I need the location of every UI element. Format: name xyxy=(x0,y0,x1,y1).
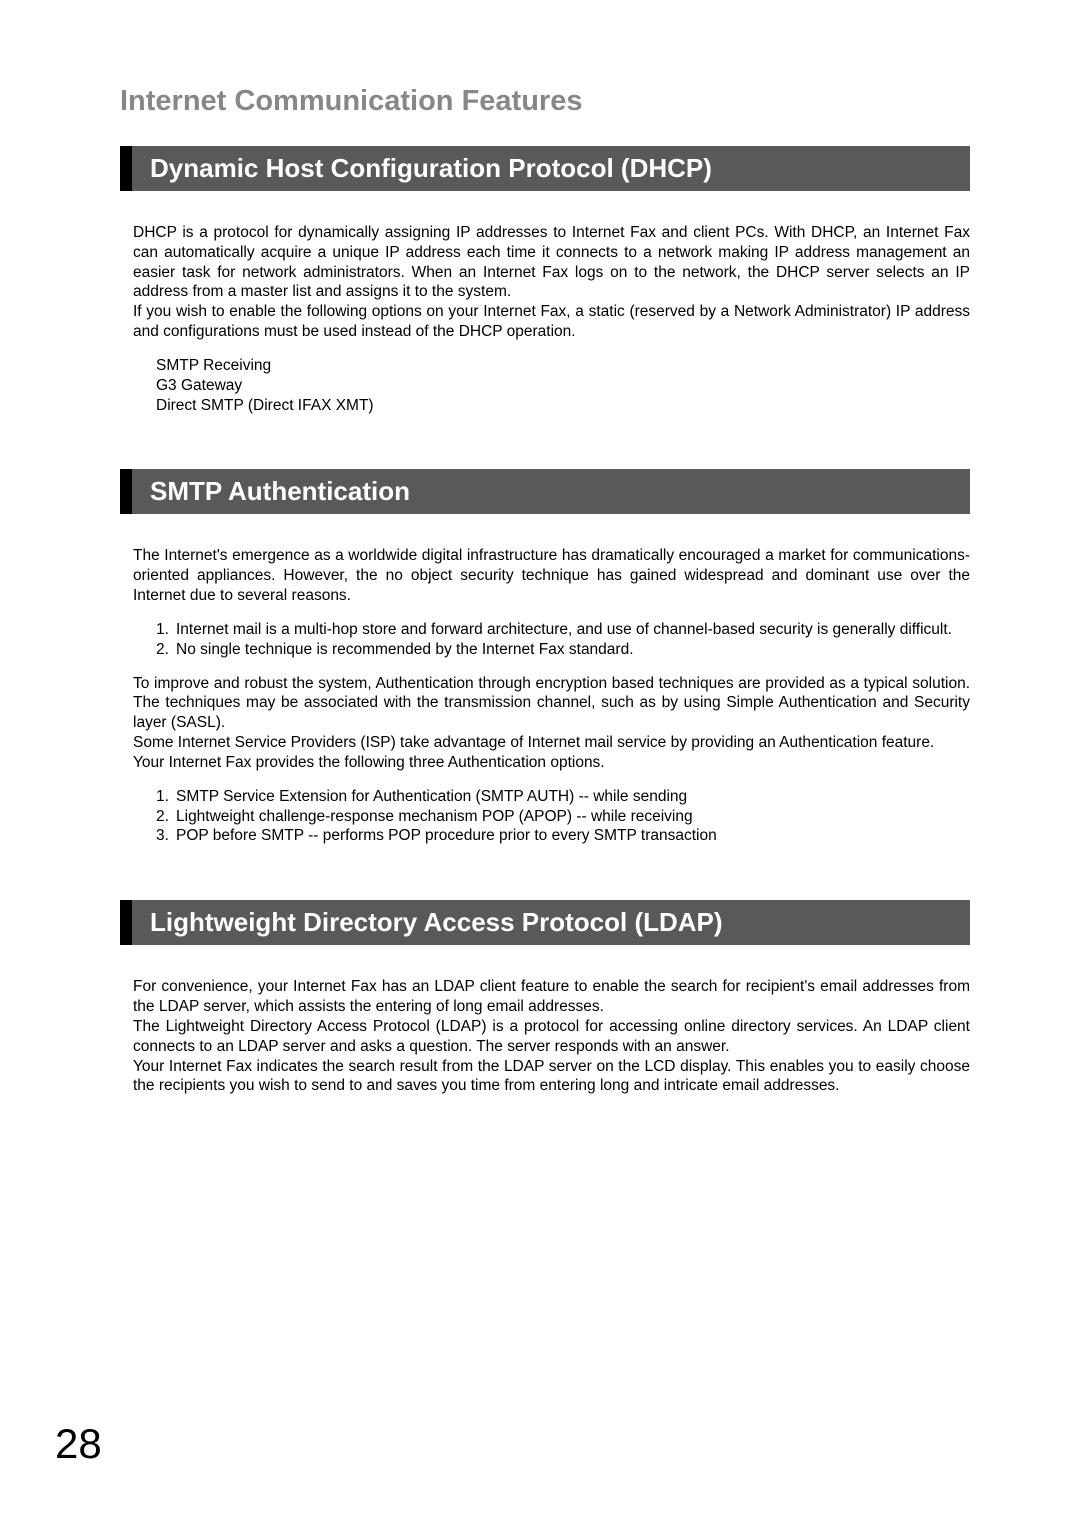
list-item: 3.POP before SMTP -- performs POP proced… xyxy=(156,826,970,846)
ldap-para1: For convenience, your Internet Fax has a… xyxy=(133,977,970,1017)
smtp-numlist2: 1.SMTP Service Extension for Authenticat… xyxy=(156,787,970,846)
list-item: 2.Lightweight challenge-response mechani… xyxy=(156,807,970,827)
list-text: No single technique is recommended by th… xyxy=(176,640,970,660)
ldap-para3: Your Internet Fax indicates the search r… xyxy=(133,1057,970,1097)
list-item: 2.No single technique is recommended by … xyxy=(156,640,970,660)
dhcp-para2: If you wish to enable the following opti… xyxy=(133,302,970,342)
list-text: SMTP Service Extension for Authenticatio… xyxy=(176,787,970,807)
smtp-para3: Some Internet Service Providers (ISP) ta… xyxy=(133,733,970,753)
smtp-body1: The Internet's emergence as a worldwide … xyxy=(133,546,970,605)
list-item: G3 Gateway xyxy=(156,376,970,396)
list-text: Internet mail is a multi-hop store and f… xyxy=(176,620,970,640)
smtp-para2: To improve and robust the system, Authen… xyxy=(133,674,970,733)
section-heading-dhcp: Dynamic Host Configuration Protocol (DHC… xyxy=(120,146,970,191)
list-item: 1.Internet mail is a multi-hop store and… xyxy=(156,620,970,640)
smtp-body2: To improve and robust the system, Authen… xyxy=(133,674,970,773)
list-item: 1.SMTP Service Extension for Authenticat… xyxy=(156,787,970,807)
smtp-para4: Your Internet Fax provides the following… xyxy=(133,753,970,773)
list-text: Lightweight challenge-response mechanism… xyxy=(176,807,970,827)
page-title: Internet Communication Features xyxy=(120,85,970,118)
list-text: POP before SMTP -- performs POP procedur… xyxy=(176,826,970,846)
list-item: SMTP Receiving xyxy=(156,356,970,376)
list-item: Direct SMTP (Direct IFAX XMT) xyxy=(156,396,970,416)
smtp-para1: The Internet's emergence as a worldwide … xyxy=(133,546,970,605)
page-number: 28 xyxy=(55,1420,102,1468)
section-heading-ldap: Lightweight Directory Access Protocol (L… xyxy=(120,900,970,945)
section-heading-smtp: SMTP Authentication xyxy=(120,469,970,514)
ldap-body: For convenience, your Internet Fax has a… xyxy=(133,977,970,1096)
dhcp-body: DHCP is a protocol for dynamically assig… xyxy=(133,223,970,342)
ldap-para2: The Lightweight Directory Access Protoco… xyxy=(133,1017,970,1057)
dhcp-para1: DHCP is a protocol for dynamically assig… xyxy=(133,223,970,302)
smtp-numlist1: 1.Internet mail is a multi-hop store and… xyxy=(156,620,970,660)
dhcp-list: SMTP Receiving G3 Gateway Direct SMTP (D… xyxy=(156,356,970,415)
